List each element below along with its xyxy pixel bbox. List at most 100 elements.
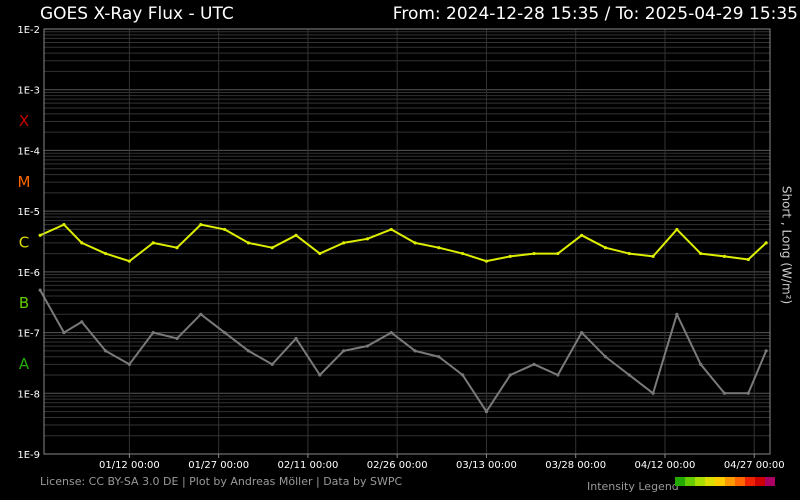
short-wave-segment [129,333,153,365]
long-wave-point [223,228,226,231]
legend-swatch [685,477,696,486]
long-wave-segment [153,243,177,248]
intensity-legend: Intensity Legend [587,475,679,487]
short-wave-segment [64,322,82,333]
y-tick-label: 1E-2 [17,25,40,36]
short-wave-point [723,392,726,395]
long-wave-segment [248,243,272,248]
long-wave-point [39,234,42,237]
long-wave-segment [367,229,391,238]
legend-swatch [755,477,766,486]
long-wave-point [675,228,678,231]
long-wave-segment [724,256,748,259]
legend-swatch [675,477,686,486]
short-wave-point [628,373,631,376]
legend-swatch [715,477,726,486]
long-wave-segment [415,243,439,248]
x-tick-label: 03/28 00:00 [545,460,606,471]
short-wave-point [461,373,464,376]
y-tick-label: 1E-9 [17,450,40,461]
long-wave-segment [106,254,130,262]
short-wave-segment [534,364,558,375]
short-wave-segment [177,314,201,338]
legend-swatch [745,477,756,486]
short-wave-point [437,355,440,358]
long-wave-point [175,246,178,249]
short-wave-point [128,363,131,366]
short-wave-segment [629,375,653,393]
long-wave-segment [582,235,606,247]
y-tick-label: 1E-4 [17,146,40,157]
flare-class-a: A [19,355,30,373]
long-wave-segment [486,256,510,261]
long-wave-point [437,246,440,249]
short-wave-segment [320,351,344,375]
long-wave-segment [391,229,415,242]
long-wave-segment [177,225,201,248]
short-wave-point [294,337,297,340]
long-wave-point [390,228,393,231]
long-wave-point [247,241,250,244]
y-tick-label: 1E-3 [17,86,40,97]
long-wave-point [342,241,345,244]
long-wave-segment [272,235,296,247]
long-wave-point [747,258,750,261]
y-tick-label: 1E-7 [17,329,40,340]
x-tick-label: 03/13 00:00 [456,460,517,471]
long-wave-point [128,260,131,263]
short-wave-point [675,313,678,316]
short-wave-segment [106,351,130,364]
long-wave-point [765,241,768,244]
long-wave-segment [201,225,225,230]
short-wave-point [651,392,654,395]
short-wave-point [699,363,702,366]
long-wave-segment [463,254,487,262]
y-tick-label: 1E-8 [17,389,40,400]
long-wave-point [699,252,702,255]
long-wave-point [271,246,274,249]
x-tick-label: 02/11 00:00 [278,460,339,471]
flare-class-c: C [19,234,29,252]
long-wave-point [413,241,416,244]
short-wave-point [509,373,512,376]
long-wave-point [556,252,559,255]
long-wave-point [104,252,107,255]
short-wave-segment [248,351,272,364]
short-wave-segment [367,333,391,346]
long-wave-segment [605,248,629,254]
long-wave-point [461,252,464,255]
short-wave-segment [344,346,368,351]
long-wave-segment [748,243,766,260]
short-wave-point [532,363,535,366]
short-wave-point [175,337,178,340]
short-wave-segment [439,357,463,375]
short-wave-point [413,349,416,352]
long-wave-segment [82,243,106,254]
x-tick-label: 01/12 00:00 [99,460,160,471]
y-tick-label: 1E-6 [17,268,40,279]
short-wave-point [152,331,155,334]
short-wave-point [485,410,488,413]
flare-class-x: X [19,112,29,130]
long-wave-segment [320,243,344,254]
long-wave-point [628,252,631,255]
long-wave-point [294,234,297,237]
y-tick-label: 1E-5 [17,207,40,218]
long-wave-point [485,260,488,263]
long-wave-point [651,255,654,258]
legend-swatch [725,477,736,486]
long-wave-point [723,255,726,258]
short-wave-point [604,355,607,358]
short-wave-point [580,331,583,334]
short-wave-point [62,331,65,334]
long-wave-point [366,237,369,240]
long-wave-point [580,234,583,237]
y-axis-label: Short , Long (W/m²) [775,185,797,305]
short-wave-segment [605,357,629,375]
short-wave-point [318,373,321,376]
short-wave-segment [415,351,439,357]
long-wave-segment [129,243,153,261]
flare-class-m: M [18,173,31,191]
flare-class-b: B [19,294,29,312]
short-wave-point [366,344,369,347]
